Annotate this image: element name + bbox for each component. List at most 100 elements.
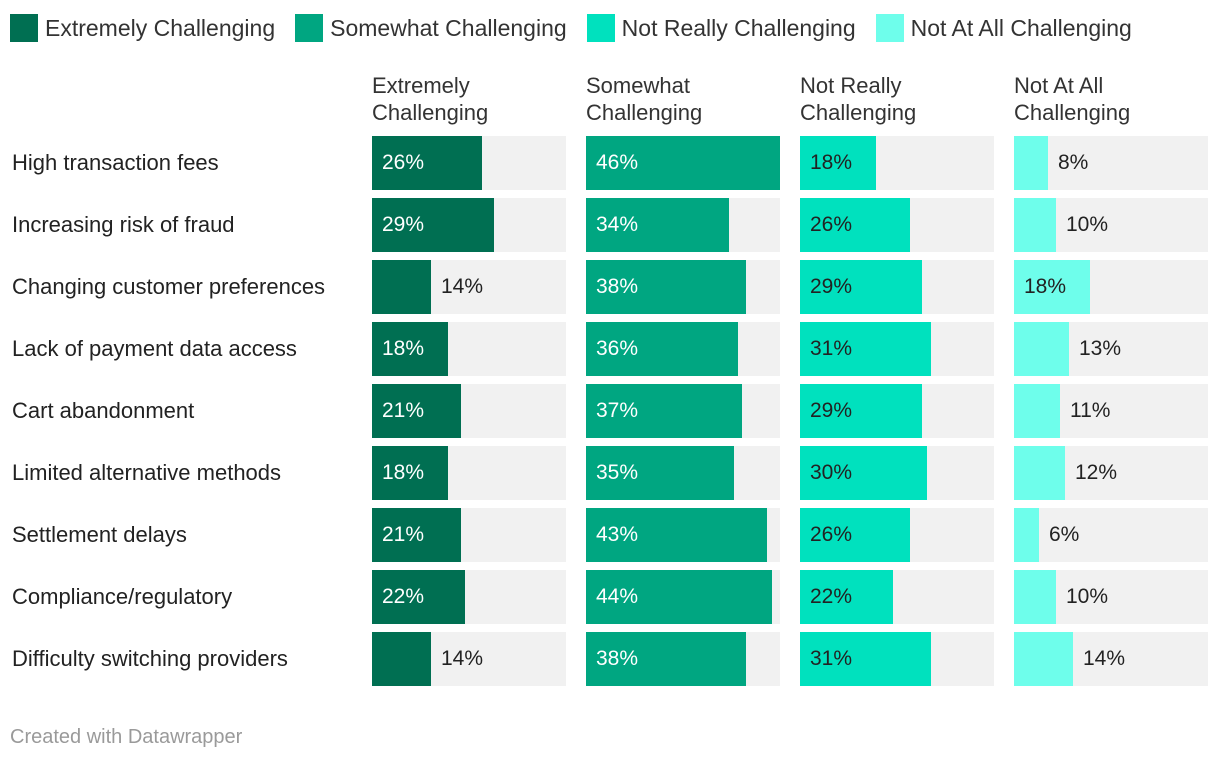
column-header-line: Extremely [372,73,470,98]
category-label: Cart abandonment [12,398,195,423]
bar-track: 6% [1014,508,1208,562]
data-label: 26% [810,213,853,236]
column-header: Somewhat Challenging [586,72,780,126]
legend-label: Not At All Challenging [910,14,1132,41]
bar-track: 34% [586,198,780,252]
bar [1014,632,1073,686]
bar-track: 26% [372,136,566,190]
datawrapper-credit: Created with Datawrapper [10,726,243,748]
bar [800,136,876,190]
bar-track: 26% [800,508,994,562]
data-label: 10% [1066,585,1109,608]
data-label: 6% [1049,523,1080,546]
category-label: Increasing risk of fraud [12,212,235,237]
column-header-line: Not At All [1014,73,1104,98]
data-label: 14% [441,647,484,670]
bar-track: 36% [586,322,780,376]
data-label: 36% [596,337,639,360]
bar-track: 29% [372,198,566,252]
bar [1014,446,1065,500]
bar [586,446,734,500]
bar [586,136,780,190]
bar [586,198,729,252]
column-header-line: Challenging [1014,100,1131,125]
data-label: 26% [810,523,853,546]
data-label: 38% [596,275,639,298]
data-label: 35% [596,461,639,484]
bar [586,570,772,624]
bar [586,508,767,562]
bar-track: 43% [586,508,780,562]
bar-track: 38% [586,260,780,314]
bar [800,446,927,500]
data-label: 18% [382,337,425,360]
column-header: Not At All Challenging [1014,72,1208,126]
bar [800,384,922,438]
bar-track: 14% [1014,632,1208,686]
bar [1014,260,1090,314]
bar-track: 22% [800,570,994,624]
legend-item: Not At All Challenging [875,14,1132,42]
column-header: Extremely Challenging [372,72,566,126]
legend-item: Extremely Challenging [10,14,275,42]
bar [586,384,742,438]
bar-track: 18% [372,322,566,376]
category-label: Difficulty switching providers [12,646,288,671]
bar-track: 18% [800,136,994,190]
bar-track: 8% [1014,136,1208,190]
data-label: 22% [810,585,853,608]
bar [1014,384,1060,438]
data-label: 43% [596,523,639,546]
bar-track: 29% [800,260,994,314]
category-label: Lack of payment data access [12,336,297,361]
bar [800,570,893,624]
category-label: High transaction fees [12,150,219,175]
legend-item: Somewhat Challenging [295,14,567,42]
bar [372,384,461,438]
data-label: 11% [1070,399,1111,422]
column-header-line: Challenging [800,100,917,125]
data-label: 29% [810,275,853,298]
legend-label: Extremely Challenging [45,14,276,41]
bar [586,322,738,376]
bar [800,198,910,252]
data-label: 18% [1024,275,1067,298]
category-label: Settlement delays [12,522,187,547]
bar [1014,198,1056,252]
data-label: 12% [1075,461,1118,484]
bar-track: 22% [372,570,566,624]
bar-track: 11% [1014,384,1208,438]
legend-swatch [10,14,38,42]
data-label: 22% [382,585,425,608]
data-label: 14% [1083,647,1126,670]
category-label: Limited alternative methods [12,460,282,485]
bar-track: 29% [800,384,994,438]
data-label: 29% [382,213,425,236]
bar [1014,508,1039,562]
data-label: 26% [382,151,425,174]
data-label: 30% [810,461,853,484]
bar [800,322,931,376]
bar-track: 10% [1014,570,1208,624]
data-label: 21% [382,523,425,546]
data-label: 13% [1079,337,1122,360]
bar [372,508,461,562]
data-label: 31% [810,337,853,360]
data-label: 18% [810,151,853,174]
bar [586,632,746,686]
bar-track: 30% [800,446,994,500]
data-label: 38% [596,647,639,670]
bar-track: 35% [586,446,780,500]
bar [1014,322,1069,376]
legend-swatch [586,14,615,42]
bar [372,136,482,190]
bar [372,322,448,376]
bar [372,260,431,314]
data-label: 8% [1058,151,1089,174]
bar-track: 44% [586,570,780,624]
legend-swatch [295,14,324,42]
category-label: Changing customer preferences [12,274,326,299]
data-label: 34% [596,213,639,236]
bar [800,632,931,686]
data-label: 21% [382,399,425,422]
